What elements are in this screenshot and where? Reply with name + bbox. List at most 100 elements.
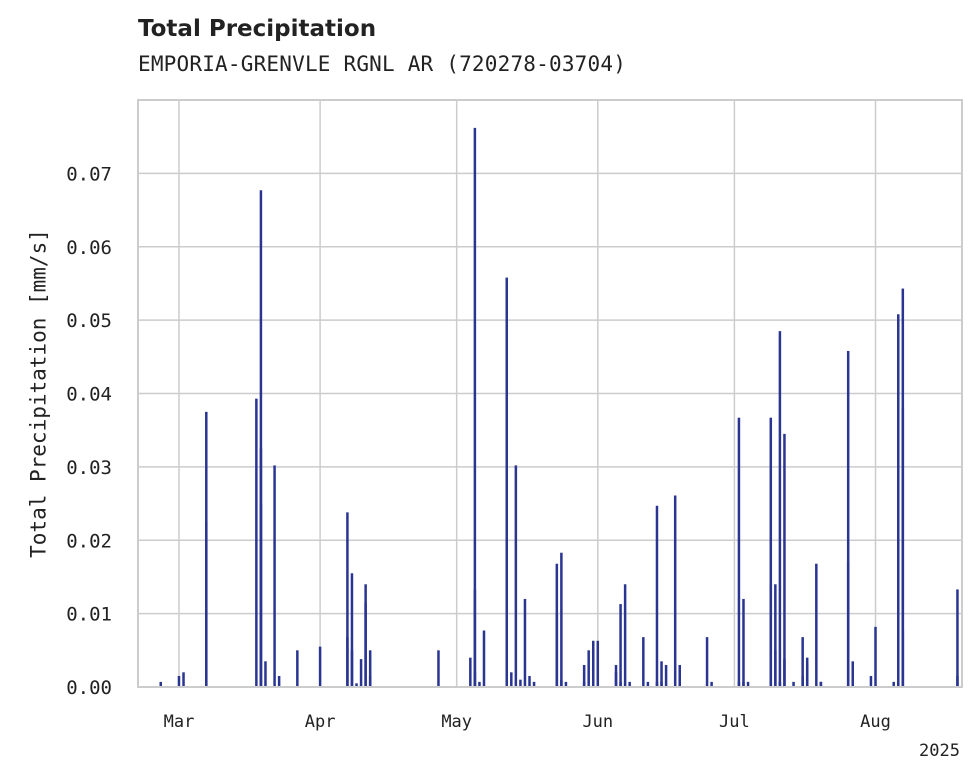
precipitation-bar	[783, 433, 786, 687]
x-tick-label: Apr	[305, 712, 336, 732]
precipitation-bar	[819, 681, 823, 687]
precipitation-bar	[742, 681, 745, 687]
x-axis-year-label: 2025	[919, 741, 960, 761]
precipitation-bar	[159, 681, 163, 687]
precipitation-bar	[737, 417, 741, 687]
precipitation-bar	[473, 672, 477, 687]
x-axis-ticks: Mar Apr May Jun Jul Aug	[164, 712, 891, 732]
precipitation-bar	[769, 417, 773, 687]
y-axis-label: Total Precipitation [mm/s]	[26, 229, 50, 558]
precipitation-bar	[591, 640, 595, 687]
precipitation-bar	[792, 681, 795, 687]
precipitation-bar	[901, 408, 905, 687]
y-axis-ticks: 0.00 0.01 0.02 0.03 0.04 0.05 0.06 0.07	[66, 163, 112, 699]
y-tick-label: 0.07	[66, 163, 112, 185]
x-tick-label: Jun	[582, 712, 613, 732]
y-tick-label: 0.06	[66, 237, 112, 259]
precipitation-bar	[869, 675, 873, 687]
precipitation-bar	[623, 584, 627, 687]
precipitation-bar	[259, 503, 263, 687]
y-tick-label: 0.01	[66, 604, 112, 626]
precipitation-bar	[523, 598, 527, 687]
precipitation-bar	[359, 659, 363, 687]
precipitation-bar	[897, 314, 900, 687]
precipitation-bar	[742, 598, 745, 687]
precipitation-bar	[346, 512, 349, 687]
y-tick-label: 0.04	[66, 384, 112, 406]
precipitation-bar	[469, 657, 472, 687]
precipitation-bar	[277, 675, 281, 687]
y-tick-label: 0.00	[66, 677, 112, 699]
precipitation-bar	[564, 681, 568, 687]
precipitation-bar	[678, 664, 681, 687]
precipitation-bar	[350, 573, 354, 687]
x-tick-label: Mar	[164, 712, 195, 732]
precipitation-bar	[368, 675, 372, 687]
precipitation-bar	[642, 637, 645, 687]
gridlines	[138, 100, 962, 688]
precipitation-bar	[510, 672, 513, 687]
precipitation-bar	[473, 127, 477, 687]
precipitation-bar	[956, 589, 959, 687]
precipitation-bar	[619, 681, 622, 687]
precipitation-bar	[205, 521, 208, 687]
x-tick-label: May	[441, 712, 472, 732]
precipitation-bar	[514, 465, 518, 687]
precipitation-bar	[646, 681, 650, 687]
bar-series	[159, 127, 959, 687]
precipitation-bar	[655, 505, 659, 687]
precipitation-bar	[318, 646, 322, 687]
precipitation-bar	[355, 683, 358, 687]
precipitation-bar	[851, 661, 854, 687]
precipitation-bar	[774, 650, 777, 687]
precipitation-bar	[555, 613, 559, 687]
precipitation-bar	[560, 679, 563, 687]
precipitation-bar	[587, 650, 590, 687]
y-tick-label: 0.05	[66, 310, 112, 332]
precipitation-bar	[628, 681, 631, 687]
precipitation-bar	[368, 650, 372, 687]
precipitation-bar	[874, 626, 877, 687]
precipitation-bar	[801, 637, 804, 687]
precipitation-bar	[528, 675, 531, 687]
precipitation-bar	[892, 681, 895, 687]
precipitation-bar	[619, 604, 622, 687]
precipitation-bar	[259, 190, 263, 687]
precipitation-bar	[596, 640, 600, 687]
precipitation-bar	[437, 650, 440, 687]
precipitation-bar	[505, 620, 509, 687]
precipitation-bar	[560, 552, 563, 687]
precipitation-bar	[273, 465, 276, 687]
precipitation-bar	[582, 664, 586, 687]
x-tick-label: Jul	[719, 712, 750, 732]
precipitation-bar	[482, 630, 486, 687]
precipitation-bar	[846, 350, 850, 687]
precipitation-bar	[177, 675, 181, 687]
precipitation-bar	[664, 664, 668, 687]
precipitation-bar	[660, 661, 663, 687]
plot-frame	[137, 99, 963, 688]
precipitation-bar	[505, 657, 509, 687]
precipitation-bar	[505, 277, 509, 687]
precipitation-bar	[614, 664, 618, 687]
precipitation-bar	[264, 661, 267, 687]
precipitation-bar	[478, 681, 481, 687]
y-tick-label: 0.02	[66, 530, 112, 552]
precipitation-bar	[778, 331, 782, 687]
x-tick-label: Aug	[860, 712, 891, 732]
precipitation-bar	[805, 657, 809, 687]
precipitation-bar	[296, 650, 299, 687]
chart-subtitle: EMPORIA-GRENVLE RGNL AR (720278-03704)	[138, 52, 627, 76]
precipitation-bar	[815, 563, 818, 687]
precipitation-bar	[673, 495, 677, 687]
precipitation-bar	[364, 584, 367, 687]
y-tick-label: 0.03	[66, 457, 112, 479]
precipitation-bar	[532, 681, 536, 687]
precipitation-bar	[710, 681, 713, 687]
precipitation-bar	[705, 637, 709, 687]
precipitation-bar	[182, 672, 185, 687]
chart-title: Total Precipitation	[138, 16, 377, 42]
precipitation-bar	[746, 681, 750, 687]
precipitation-bar	[519, 679, 522, 687]
